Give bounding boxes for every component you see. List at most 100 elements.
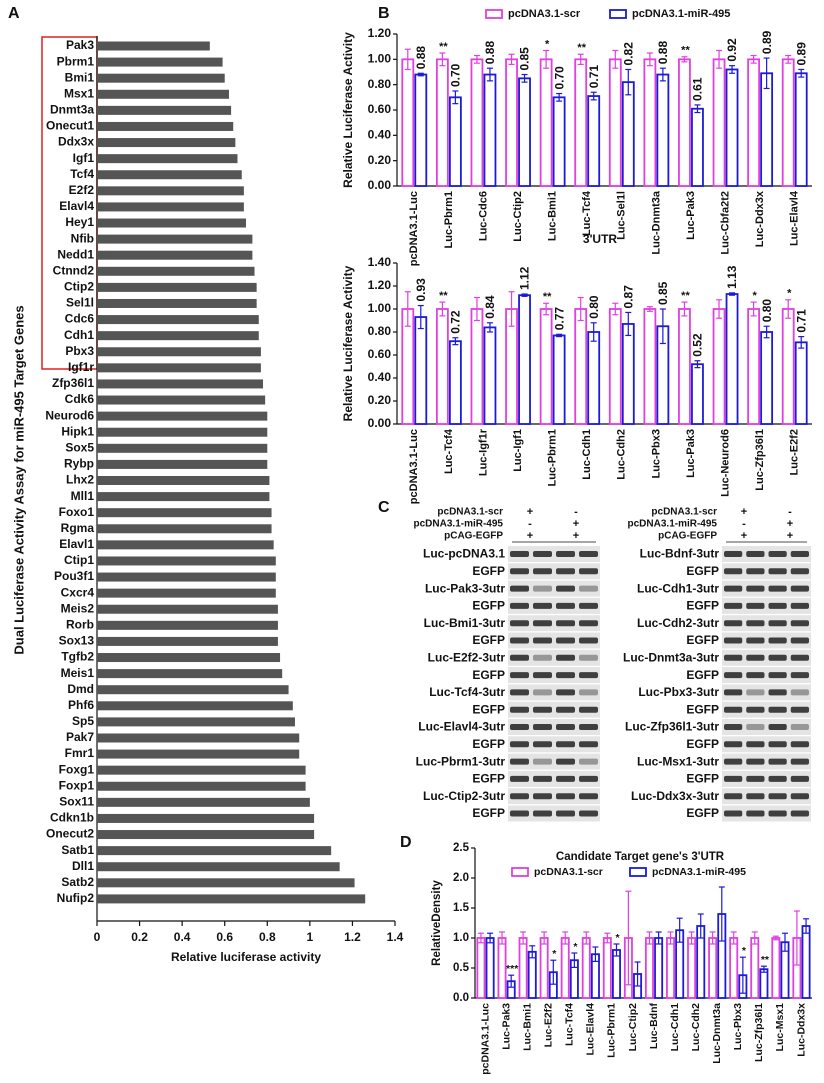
x-tick-label: Luc-Zfp36l1	[753, 1003, 765, 1062]
error-bar	[694, 360, 701, 369]
blot-band	[768, 758, 787, 765]
y-axis-label: Relative Luciferase Activity	[341, 32, 355, 188]
bar	[608, 58, 622, 187]
blot-band	[790, 741, 809, 748]
blot-band	[556, 637, 575, 644]
error-bar	[655, 931, 662, 945]
blot-label: Luc-pcDNA3.1	[423, 547, 505, 561]
chart-title: 3'UTR	[583, 232, 618, 246]
condition-sign: +	[741, 530, 747, 542]
blot-strip	[722, 770, 811, 787]
error-bar	[709, 931, 716, 945]
x-tick-label: Luc-Elavl4	[585, 1003, 597, 1056]
blot-label: EGFP	[686, 599, 719, 613]
error-bar	[417, 304, 424, 330]
blot-label: Luc-E2f2-3utr	[428, 650, 506, 664]
bar	[725, 293, 739, 425]
error-bar	[499, 931, 506, 945]
bar	[518, 294, 531, 425]
data-label: 0.77	[552, 307, 566, 331]
x-tick-label: Luc-Dnmt3a	[711, 1003, 723, 1064]
bar	[97, 459, 268, 469]
x-tick-label: Luc-Pbx3	[650, 429, 662, 479]
blot-band	[579, 741, 598, 748]
blot-band	[579, 568, 598, 575]
significance-label: *	[742, 945, 747, 957]
blot-label: Luc-Msx1-3utr	[637, 754, 719, 768]
bar	[97, 250, 253, 260]
error-bar	[592, 946, 599, 963]
y-tick-label: Rorb	[66, 618, 94, 632]
bar	[643, 308, 657, 425]
blot-band	[724, 568, 743, 575]
bar	[97, 669, 283, 679]
error-bar	[798, 336, 805, 349]
x-tick-label: Luc-Ctip2	[627, 1003, 639, 1052]
error-bar	[730, 931, 737, 945]
error-bar	[625, 68, 632, 96]
data-label: 0.89	[760, 30, 774, 54]
y-tick-label: 0.20	[368, 153, 392, 167]
bar	[97, 170, 242, 180]
bar	[621, 323, 635, 425]
bar	[97, 363, 261, 373]
blot-band	[768, 741, 787, 748]
error-bar	[473, 296, 480, 322]
blot-band	[556, 620, 575, 627]
y-tick-label: 1.5	[453, 902, 470, 914]
x-tick-label: Luc-Pbrm1	[606, 1003, 618, 1058]
y-tick-label: 0.00	[368, 416, 392, 430]
x-tick-label: Luc-Tcf4	[443, 428, 455, 474]
y-tick-label: 1.40	[368, 255, 392, 269]
blot-band	[724, 793, 743, 800]
blot-band	[556, 672, 575, 679]
blot-strip	[722, 701, 811, 718]
blot-band	[579, 620, 598, 627]
bar	[691, 363, 704, 425]
bar	[708, 937, 718, 999]
condition-sign: +	[573, 518, 579, 530]
x-tick-label: Luc-Pbrm1	[443, 191, 455, 248]
blot-band	[746, 793, 765, 800]
y-tick-label: 0.20	[368, 393, 392, 407]
bar	[448, 96, 462, 187]
blot-strip	[722, 649, 811, 666]
error-bar	[785, 54, 792, 64]
blot-band	[556, 585, 575, 592]
data-label: 0.89	[794, 42, 808, 66]
legend-swatch	[485, 9, 503, 19]
blot-band	[533, 568, 552, 575]
error-bar	[785, 299, 792, 319]
bar	[497, 937, 507, 999]
y-tick-label: Tgfb2	[61, 650, 94, 664]
x-tick-label: Luc-Igf1	[512, 429, 524, 472]
y-tick-label: Sel1l	[66, 296, 94, 310]
y-tick-label: Igf1r	[68, 360, 94, 374]
blot-band	[724, 654, 743, 661]
condition-label: pCAG-EGFP	[444, 531, 503, 542]
blot-band	[510, 724, 529, 730]
error-bar	[439, 301, 446, 317]
error-bar	[508, 291, 515, 327]
x-tick-label: 0.2	[131, 930, 148, 944]
x-axis-label: Relative luciferase activity	[171, 950, 321, 964]
x-tick-label: Luc-Cdh1	[581, 429, 593, 480]
condition-label: pCAG-EGFP	[658, 531, 717, 542]
x-tick-label: Luc-Pak3	[500, 1003, 512, 1050]
error-bar	[583, 931, 590, 945]
blot-band	[579, 724, 598, 730]
x-tick-label: Luc-Pak3	[685, 191, 697, 240]
blot-band	[556, 568, 575, 575]
legend-label: pcDNA3.1-scr	[508, 8, 581, 20]
data-label: 0.70	[552, 66, 566, 90]
x-tick-label: Luc-Cdc6	[477, 191, 489, 241]
error-bar	[763, 57, 770, 90]
condition-sign: +	[741, 506, 747, 518]
x-tick-label: 0.6	[216, 930, 233, 944]
x-tick-label: pcDNA3.1-Luc	[408, 191, 420, 266]
blot-strip	[508, 788, 600, 805]
bar	[794, 341, 808, 425]
bar	[760, 72, 774, 187]
bar	[97, 121, 234, 131]
blot-band	[746, 758, 765, 765]
